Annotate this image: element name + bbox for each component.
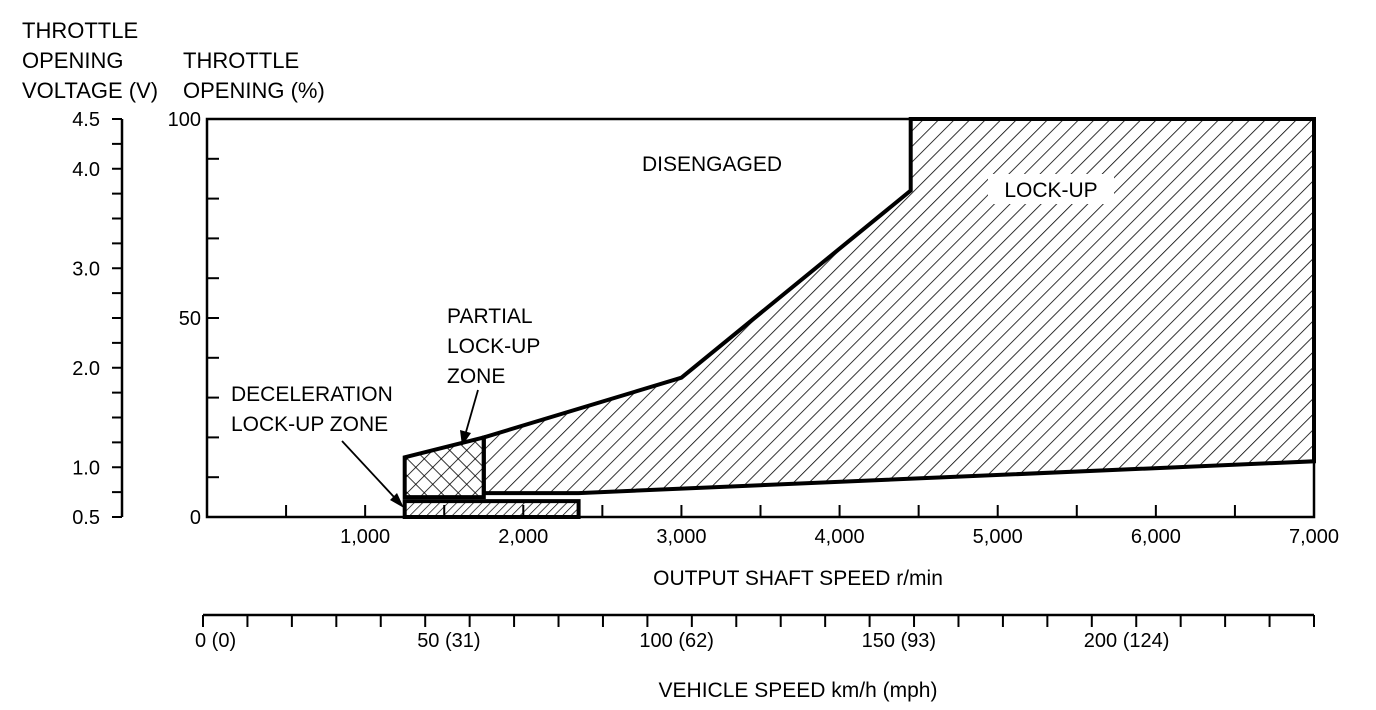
vehicle-tick-label: 100 (62) xyxy=(639,630,714,652)
voltage-tick-label: 4.0 xyxy=(72,159,100,181)
throttle-ticks: 0 50 100 xyxy=(168,109,219,529)
output-tick-label: 5,000 xyxy=(973,526,1023,548)
throttle-tick-label: 50 xyxy=(179,308,201,330)
voltage-ticks: 0.5 1.0 2.0 3.0 4.0 4.5 xyxy=(72,109,122,529)
voltage-axis-label-line-3: VOLTAGE (V) xyxy=(22,78,158,103)
output-axis-title: OUTPUT SHAFT SPEED r/min xyxy=(653,567,943,590)
output-ticks: 1,000 2,000 3,000 4,000 5,000 6,000 7,000 xyxy=(285,505,1339,548)
deceleration-label-line-2: LOCK-UP ZONE xyxy=(231,413,388,436)
output-tick-label: 6,000 xyxy=(1131,526,1181,548)
output-tick-label: 2,000 xyxy=(498,526,548,548)
vehicle-tick-label: 150 (93) xyxy=(862,630,937,652)
partial-lockup-label-line-1: PARTIAL xyxy=(447,305,533,328)
voltage-tick-label: 3.0 xyxy=(72,258,100,280)
voltage-tick-label: 2.0 xyxy=(72,358,100,380)
voltage-axis-label-line-1: THROTTLE xyxy=(22,18,138,43)
voltage-tick-label: 0.5 xyxy=(72,507,100,529)
partial-lockup-zone-area xyxy=(402,434,486,500)
output-tick-label: 7,000 xyxy=(1289,526,1339,548)
lockup-zone-area xyxy=(481,117,1316,496)
voltage-tick-label: 1.0 xyxy=(72,457,100,479)
vehicle-tick-label: 0 (0) xyxy=(195,630,236,652)
lockup-label-background xyxy=(988,174,1114,204)
lockup-label: LOCK-UP xyxy=(1004,179,1097,202)
voltage-tick-label: 4.5 xyxy=(72,109,100,131)
vehicle-tick-label: 200 (124) xyxy=(1084,630,1170,652)
vehicle-ticks: 0 (0) 50 (31) 100 (62) 150 (93) 200 (124) xyxy=(195,615,1315,652)
voltage-axis-label-line-2: OPENING xyxy=(22,48,123,73)
deceleration-leader xyxy=(341,440,395,498)
partial-lockup-label-line-3: ZONE xyxy=(447,365,505,388)
zones-layer xyxy=(402,117,1316,519)
throttle-axis-label-line-1: THROTTLE xyxy=(183,48,299,73)
throttle-tick-label: 0 xyxy=(190,507,201,529)
deceleration-label-line-1: DECELERATION xyxy=(231,383,393,406)
vehicle-axis-title: VEHICLE SPEED km/h (mph) xyxy=(659,679,938,702)
output-tick-label: 4,000 xyxy=(815,526,865,548)
throttle-axis-label-line-2: OPENING (%) xyxy=(183,78,325,103)
deceleration-lockup-zone-area xyxy=(402,499,581,519)
deceleration-arrowhead xyxy=(390,493,404,508)
disengaged-label: DISENGAGED xyxy=(642,153,782,176)
partial-lockup-arrowhead xyxy=(460,430,471,446)
partial-lockup-leader xyxy=(465,389,479,433)
throttle-tick-label: 100 xyxy=(168,109,201,131)
vehicle-tick-label: 50 (31) xyxy=(417,630,480,652)
output-tick-label: 3,000 xyxy=(656,526,706,548)
output-tick-label: 1,000 xyxy=(340,526,390,548)
partial-lockup-label-line-2: LOCK-UP xyxy=(447,335,540,358)
